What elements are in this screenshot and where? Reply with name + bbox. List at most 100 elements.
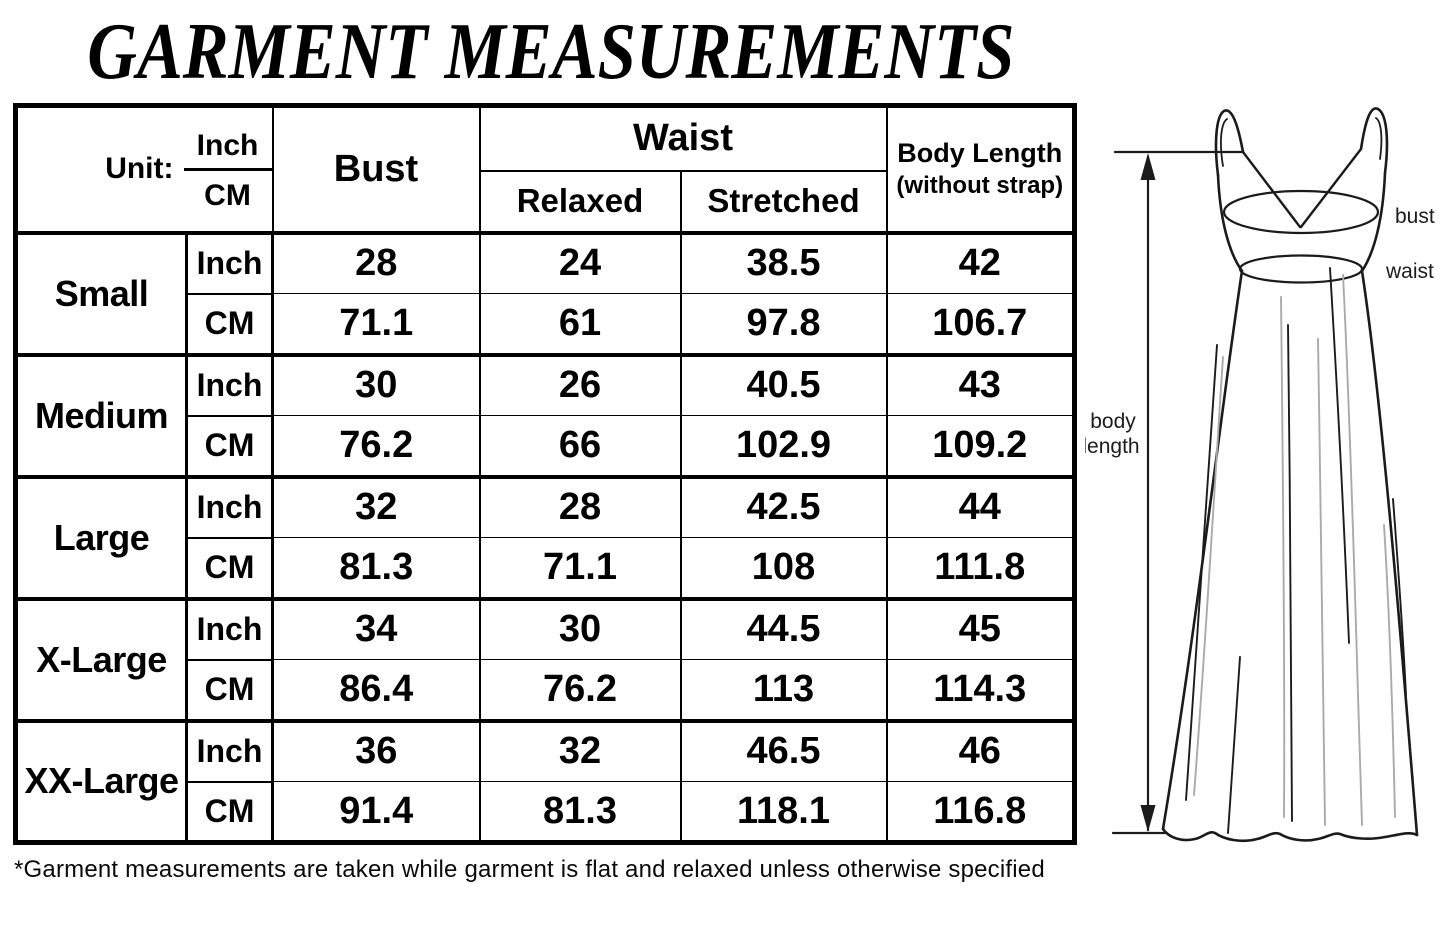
waist-stretched-value: 97.8 <box>679 293 888 356</box>
waist-stretched-value: 108 <box>679 537 888 600</box>
bust-value: 86.4 <box>271 659 481 722</box>
size-label-medium: Medium <box>14 352 188 477</box>
bust-value: 81.3 <box>271 537 481 600</box>
dress-diagram: bust waist body length <box>1085 107 1435 843</box>
unit-cell: Inch <box>185 718 274 783</box>
unit-cell: CM <box>185 292 274 356</box>
body-length-value: 46 <box>885 718 1076 782</box>
unit-options: Inch CM <box>183 121 271 218</box>
skirt-hem <box>1161 827 1419 843</box>
fold-line <box>1342 274 1363 826</box>
table-row: X-Large Inch 34 30 44.5 45 <box>14 596 1076 721</box>
size-label-small: Small <box>14 230 188 355</box>
unit-header-cell: Unit: Inch CM <box>14 104 274 234</box>
column-header-stretched: Stretched <box>679 169 888 234</box>
size-label-xx-large: XX-Large <box>14 718 188 843</box>
right-strap <box>1359 107 1389 175</box>
unit-cell: CM <box>185 658 274 722</box>
size-label-large: Large <box>14 474 188 599</box>
left-strap-inner-line <box>1220 118 1228 167</box>
table-row: Large Inch 32 28 42.5 44 <box>14 474 1076 599</box>
body-length-label-line1: body <box>1090 410 1136 433</box>
table-row: CM 76.2 66 102.9 109.2 <box>16 414 1076 478</box>
waist-stretched-value: 102.9 <box>679 415 888 478</box>
bust-value: 32 <box>271 474 481 538</box>
left-strap <box>1214 109 1245 177</box>
table-row: CM 81.3 71.1 108 111.8 <box>16 536 1076 600</box>
bust-ellipse <box>1222 189 1380 235</box>
measurements-table: Unit: Inch CM Bust Waist Body Length (wi… <box>13 103 1077 845</box>
fold-line <box>1392 498 1407 696</box>
waist-relaxed-value: 71.1 <box>478 537 682 600</box>
body-length-value: 45 <box>885 596 1076 660</box>
waist-relaxed-value: 32 <box>478 718 682 782</box>
body-length-value: 111.8 <box>885 537 1076 600</box>
fold-line <box>1280 296 1286 818</box>
unit-cell: Inch <box>185 596 274 661</box>
bust-value: 30 <box>271 352 481 416</box>
bust-value: 28 <box>271 230 481 294</box>
body-length-line2: (without strap) <box>896 172 1064 200</box>
body-length-label-line2: length <box>1085 435 1140 458</box>
table-row: CM 86.4 76.2 113 114.3 <box>16 658 1076 722</box>
waist-label: waist <box>1385 260 1434 283</box>
fold-line <box>1383 524 1396 818</box>
waist-stretched-value: 118.1 <box>679 781 888 844</box>
waist-relaxed-value: 26 <box>478 352 682 416</box>
skirt-left-edge <box>1161 269 1244 831</box>
waist-relaxed-value: 66 <box>478 415 682 478</box>
unit-cell: Inch <box>185 474 274 539</box>
body-length-value: 44 <box>885 474 1076 538</box>
unit-cell: CM <box>185 536 274 600</box>
fold-line <box>1185 344 1218 801</box>
bust-value: 34 <box>271 596 481 660</box>
waist-stretched-value: 38.5 <box>679 230 888 294</box>
waist-stretched-value: 44.5 <box>679 596 888 660</box>
page-title: GARMENT MEASUREMENTS <box>87 8 1015 96</box>
waist-relaxed-value: 76.2 <box>478 659 682 722</box>
bust-value: 71.1 <box>271 293 481 356</box>
waist-stretched-value: 40.5 <box>679 352 888 416</box>
table-row: Medium Inch 30 26 40.5 43 <box>14 352 1076 477</box>
fold-line <box>1227 656 1241 834</box>
size-label-x-large: X-Large <box>14 596 188 721</box>
waist-relaxed-value: 81.3 <box>478 781 682 844</box>
bust-value: 91.4 <box>271 781 481 844</box>
arrowhead-down <box>1140 805 1156 832</box>
waist-stretched-value: 113 <box>679 659 888 722</box>
fold-line <box>1287 324 1293 822</box>
body-length-value: 109.2 <box>885 415 1076 478</box>
fold-line <box>1329 267 1350 644</box>
bodice-right-side <box>1360 171 1387 273</box>
footnote: *Garment measurements are taken while ga… <box>14 856 1045 883</box>
column-header-relaxed: Relaxed <box>478 169 682 234</box>
table-row: XX-Large Inch 36 32 46.5 46 <box>14 718 1076 843</box>
table-row: Small Inch 28 24 38.5 42 <box>14 230 1076 355</box>
column-header-waist: Waist <box>478 104 888 172</box>
unit-fraction: Unit: Inch CM <box>18 121 271 218</box>
right-strap-inner-line <box>1375 117 1383 160</box>
body-length-value: 42 <box>885 230 1076 294</box>
body-length-value: 106.7 <box>885 293 1076 356</box>
waist-ellipse <box>1238 254 1364 284</box>
neckline-v <box>1241 147 1363 229</box>
unit-cell: Inch <box>185 352 274 417</box>
column-header-bust: Bust <box>271 104 481 234</box>
waist-relaxed-value: 30 <box>478 596 682 660</box>
unit-option-cm: CM <box>204 178 251 212</box>
waist-stretched-value: 42.5 <box>679 474 888 538</box>
bust-label: bust <box>1395 205 1435 228</box>
waist-relaxed-value: 61 <box>478 293 682 356</box>
table-row: CM 91.4 81.3 118.1 116.8 <box>16 780 1076 844</box>
skirt-right-edge <box>1360 269 1419 837</box>
unit-cell: CM <box>185 414 274 478</box>
waist-relaxed-value: 24 <box>478 230 682 294</box>
body-length-value: 116.8 <box>885 781 1076 844</box>
unit-label: Unit: <box>105 152 174 186</box>
column-header-body-length: Body Length (without strap) <box>885 104 1076 234</box>
body-length-value: 114.3 <box>885 659 1076 722</box>
dress-outline <box>1161 107 1419 843</box>
skirt-folds <box>1185 267 1407 834</box>
unit-cell: CM <box>185 780 274 844</box>
